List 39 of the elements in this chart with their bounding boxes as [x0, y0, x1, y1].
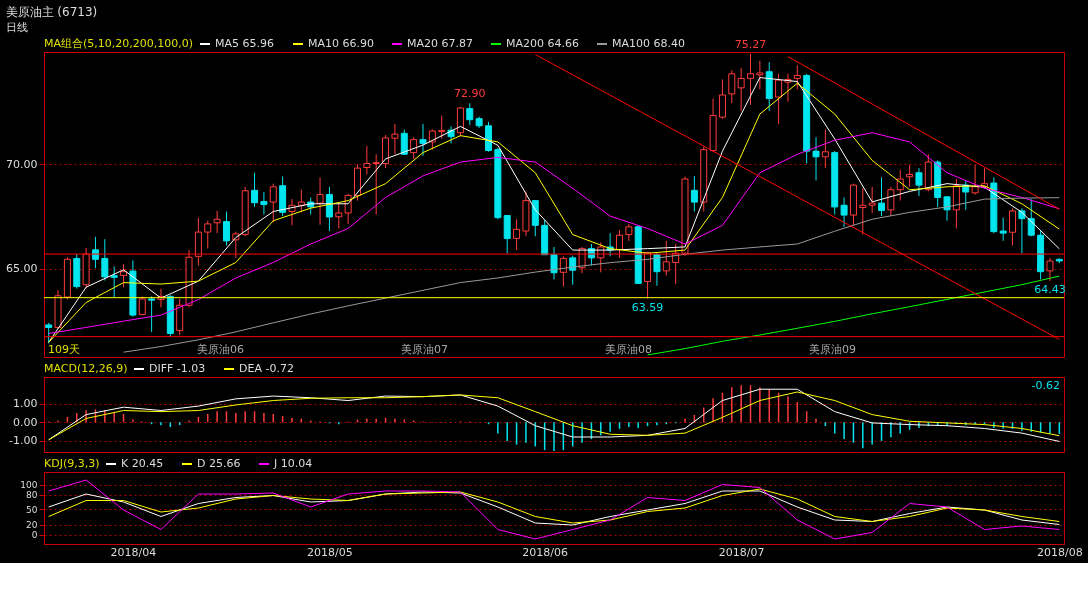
x-tick-label: 2018/07	[718, 545, 765, 559]
x-tick-label: 2018/06	[522, 545, 568, 559]
y-tick-label: 80	[26, 490, 38, 500]
chart-title: 美原油主 (6713)	[5, 5, 98, 19]
legend-label: J 10.04	[273, 457, 313, 470]
legend-label: MA100 68.40	[612, 37, 685, 50]
annotation: 72.90	[454, 87, 486, 101]
annotation: 美原油08	[605, 343, 652, 356]
legend-title: MACD(12,26,9)	[44, 362, 128, 375]
x-tick-label: 2018/08	[1036, 545, 1083, 559]
y-tick-label: 65.00	[6, 262, 38, 276]
x-tick-label: 2018/04	[110, 545, 157, 559]
y-tick-label: 70.00	[6, 157, 38, 171]
legend-label: MA20 67.87	[407, 37, 473, 50]
legend-title: MA组合(5,10,20,200,100,0)	[44, 37, 194, 50]
legend-title: KDJ(9,3,3)	[44, 457, 100, 470]
legend-label: D 25.66	[197, 457, 241, 470]
legend-label: K 20.45	[121, 457, 164, 470]
annotation: 63.59	[631, 300, 664, 314]
y-tick-label: 100	[20, 480, 38, 490]
chart-subtitle: 日线	[5, 21, 28, 34]
y-tick-label: 50	[26, 505, 38, 515]
y-tick-label: 0.00	[13, 415, 38, 429]
y-tick-label: 0	[31, 530, 38, 540]
annotation: 美原油06	[197, 343, 244, 356]
text: -0.62	[1031, 379, 1060, 392]
legend-label: MA200 64.66	[506, 37, 579, 50]
legend-label: MA10 66.90	[308, 37, 374, 50]
x-tick-label: 2018/05	[307, 545, 353, 559]
annotation: 75.27	[734, 37, 767, 51]
y-tick-label: 20	[26, 520, 38, 530]
y-tick-label: -1.00	[9, 434, 38, 448]
annotation: 美原油07	[401, 343, 448, 356]
legend-label: DEA -0.72	[239, 362, 294, 375]
annotation: 美原油09	[809, 343, 856, 356]
legend-label: MA5 65.96	[215, 37, 275, 50]
y-tick-label: 1.00	[13, 397, 38, 411]
annotation: 109天	[48, 343, 80, 356]
legend-label: DIFF -1.03	[149, 362, 206, 375]
